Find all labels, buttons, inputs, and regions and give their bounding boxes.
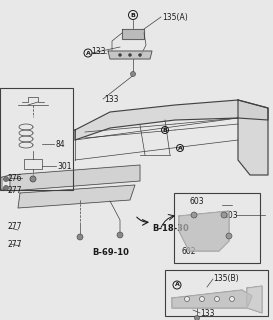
Circle shape [215,297,219,301]
Text: 84: 84 [55,140,65,148]
Circle shape [191,212,197,218]
Text: B: B [162,127,167,132]
Circle shape [138,53,141,57]
Circle shape [4,186,8,190]
Polygon shape [108,51,152,59]
Circle shape [185,297,189,301]
Circle shape [30,176,36,182]
Circle shape [118,53,121,57]
Text: 277: 277 [7,221,22,230]
Text: 603: 603 [189,196,204,205]
Circle shape [4,177,8,181]
Polygon shape [75,100,268,140]
Text: B-18-30: B-18-30 [152,223,189,233]
Circle shape [129,53,132,57]
Text: 602: 602 [182,246,197,255]
Circle shape [221,212,227,218]
Text: 135(B): 135(B) [213,274,239,283]
Circle shape [130,71,135,76]
Circle shape [226,233,232,239]
Polygon shape [172,290,252,308]
Polygon shape [247,286,262,313]
Bar [0,88,73,190]
Polygon shape [179,211,229,251]
Circle shape [117,232,123,238]
Bar [165,270,268,316]
Text: 133: 133 [200,308,215,317]
Text: A: A [177,146,182,150]
Text: 133: 133 [104,94,118,103]
Bar [24,159,42,169]
Polygon shape [122,29,144,39]
Bar [174,193,260,263]
Circle shape [200,297,204,301]
Polygon shape [238,100,268,175]
Circle shape [77,234,83,240]
Circle shape [194,316,200,320]
Text: 276: 276 [7,173,22,182]
Text: 135(A): 135(A) [162,12,188,21]
Text: B: B [130,12,135,18]
Text: A: A [85,51,90,55]
Polygon shape [18,185,135,208]
Text: 301: 301 [57,162,72,171]
Circle shape [230,297,235,301]
Text: 277: 277 [7,186,22,195]
Text: B-69-10: B-69-10 [92,247,129,257]
Text: 133: 133 [91,46,105,55]
Text: 277: 277 [7,239,22,249]
Text: A: A [174,283,179,287]
Polygon shape [10,165,140,191]
Text: 603: 603 [224,211,239,220]
